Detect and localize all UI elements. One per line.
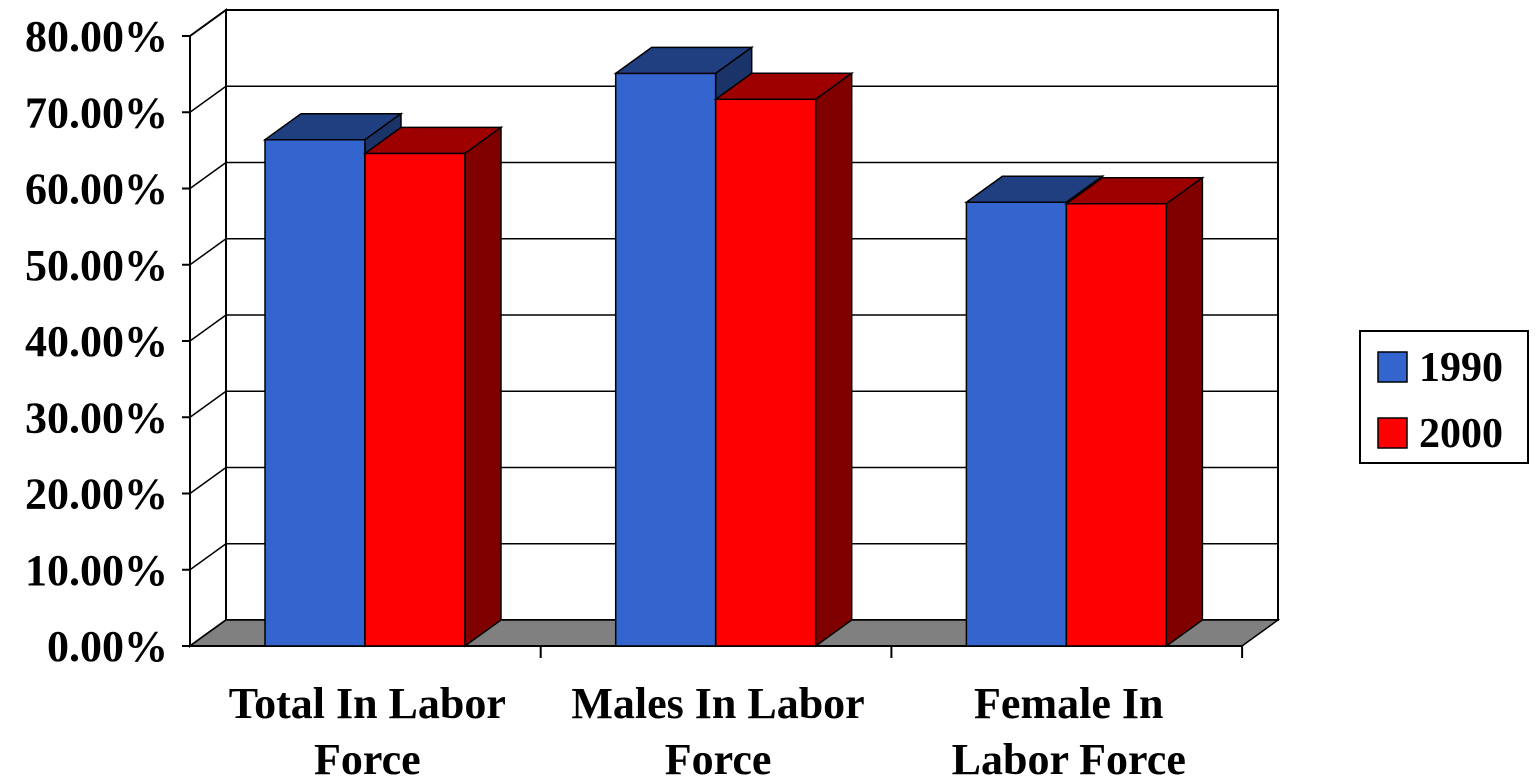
y-tick-label: 10.00% [25, 546, 168, 595]
gridline [189, 314, 1278, 342]
bar-side [1165, 176, 1204, 648]
legend-swatch [1377, 417, 1408, 449]
gridline [189, 238, 1278, 266]
y-tick-label: 80.00% [25, 12, 168, 61]
legend-label: 2000 [1419, 411, 1503, 457]
y-tick-label: 50.00% [25, 241, 168, 290]
legend-label: 1990 [1419, 345, 1503, 391]
y-tick-label: 20.00% [25, 470, 168, 519]
y-tick-label: 40.00% [25, 317, 168, 366]
bar-front [965, 201, 1068, 647]
gridline [189, 390, 1278, 418]
bar-2000-1 [713, 71, 855, 648]
bar-side [464, 125, 502, 648]
category-labels: Total In Labor Force Males In Labor Force Fe… [229, 679, 1186, 781]
category-label: Total In Labor Force [229, 679, 506, 781]
bar-front [264, 138, 366, 647]
bar-2000-0 [362, 125, 504, 648]
bar-side [814, 71, 853, 648]
gridline [189, 9, 1278, 37]
category-label: Female In Labor Force [952, 679, 1186, 781]
bars [262, 45, 1205, 648]
y-tick-label: 0.00% [47, 622, 168, 671]
gridlines [189, 9, 1278, 571]
y-tick-labels: 0.00% 10.00% 20.00% 30.00% 40.00% 50.00% 60.00… [25, 12, 168, 671]
category-label: Males In Labor Force [571, 679, 864, 781]
bar-front [614, 72, 717, 647]
bar-front [1065, 203, 1168, 647]
legend: 1990 2000 [1359, 330, 1529, 464]
gridline [189, 543, 1278, 571]
gridline [189, 466, 1278, 495]
bar-front [364, 152, 466, 647]
y-tick-label: 30.00% [25, 393, 168, 442]
y-tick-label: 70.00% [25, 88, 168, 137]
gridline [189, 85, 1278, 113]
bar-2000-2 [1064, 176, 1205, 648]
bar-front [714, 98, 817, 647]
legend-swatch [1377, 351, 1408, 383]
y-tick-label: 60.00% [25, 165, 168, 214]
gridline [189, 161, 1278, 190]
